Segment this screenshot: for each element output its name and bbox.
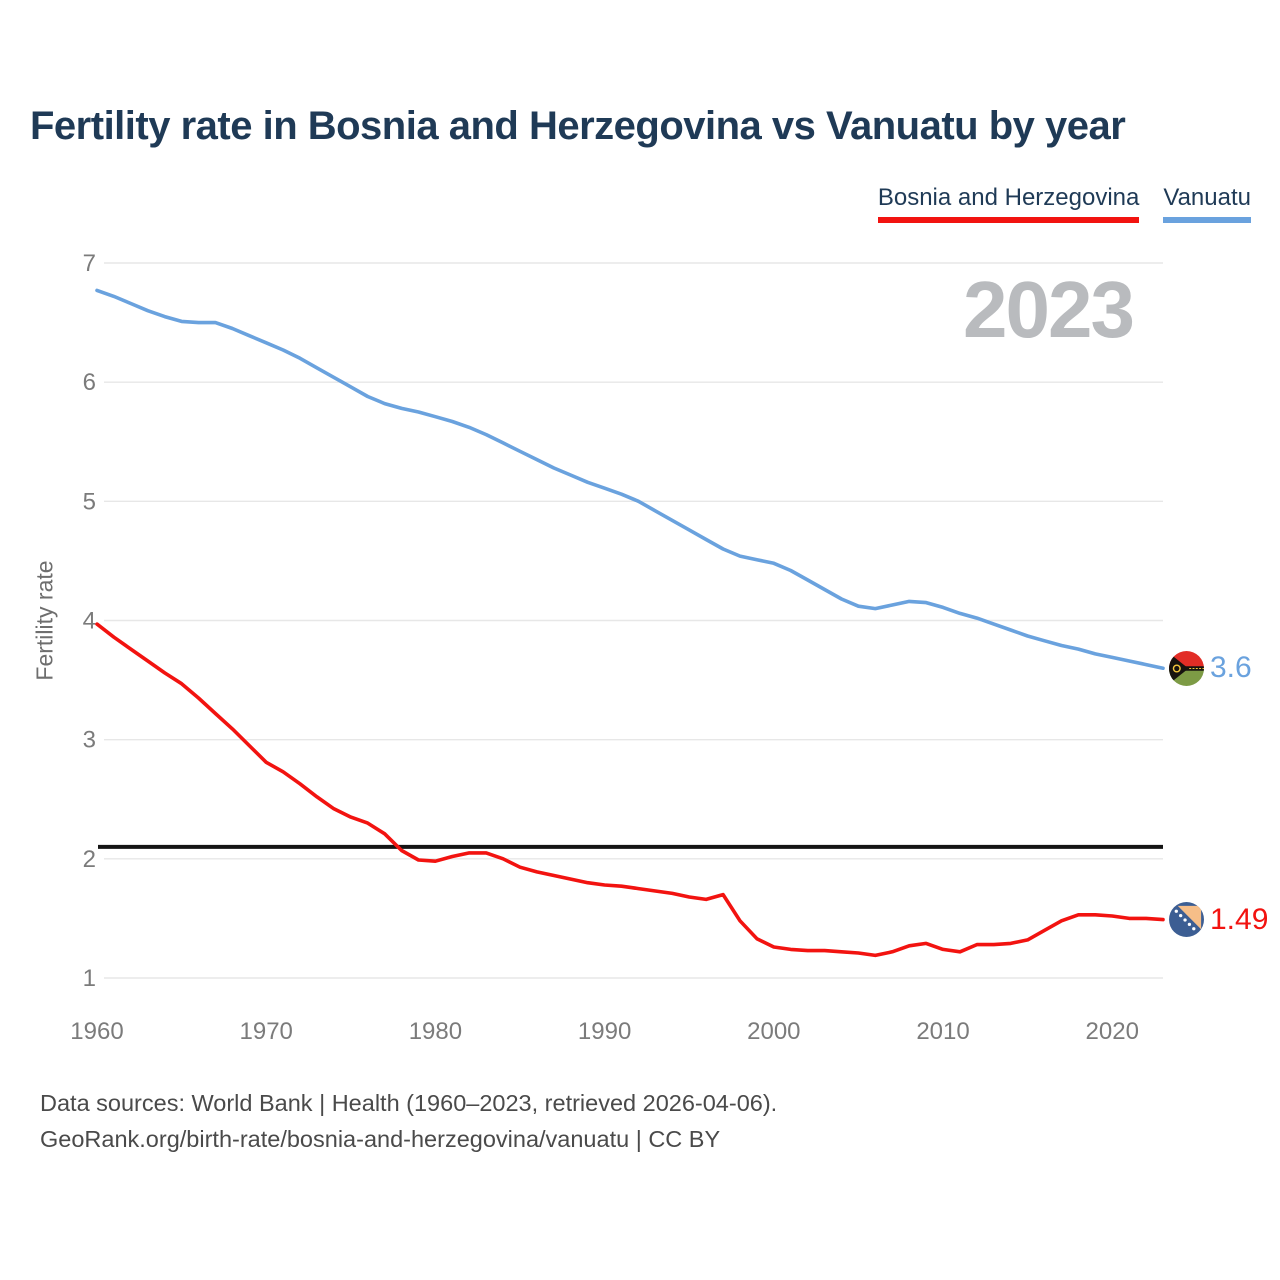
- y-tick-2: 2: [83, 846, 96, 873]
- series-line-vanuatu: [95, 288, 1165, 671]
- series-line-bosnia-and-herzegovina: [95, 622, 1165, 958]
- legend-label-bosnia: Bosnia and Herzegovina: [877, 184, 1140, 211]
- vanuatu-flag-icon: [1169, 650, 1204, 686]
- source-attribution: Data sources: World Bank | Health (1960–…: [40, 1085, 777, 1157]
- year-watermark: 2023: [963, 265, 1135, 354]
- bosnia-end-value-label: 1.49: [1210, 902, 1269, 936]
- y-tick-6: 6: [83, 369, 96, 396]
- y-tick-4: 4: [83, 608, 96, 635]
- y-tick-1: 1: [83, 965, 96, 992]
- y-tick-5: 5: [83, 488, 96, 515]
- x-tick-1960: 1960: [70, 1018, 123, 1045]
- x-tick-1990: 1990: [578, 1018, 631, 1045]
- x-tick-1980: 1980: [409, 1018, 462, 1045]
- georank-url-line: GeoRank.org/birth-rate/bosnia-and-herzeg…: [40, 1126, 721, 1152]
- bosnia-flag-icon: [1169, 902, 1204, 938]
- y-tick-3: 3: [83, 727, 96, 754]
- vanuatu-end-value-label: 3.6: [1210, 651, 1252, 685]
- legend-item-vanuatu[interactable]: Vanuatu: [1163, 184, 1251, 223]
- legend-label-vanuatu: Vanuatu: [1163, 184, 1251, 211]
- y-tick-7: 7: [83, 250, 96, 277]
- x-tick-2000: 2000: [747, 1018, 800, 1045]
- data-sources-line: Data sources: World Bank | Health (1960–…: [40, 1090, 778, 1116]
- legend: Bosnia and Herzegovina Vanuatu: [877, 184, 1251, 223]
- x-tick-2010: 2010: [916, 1018, 969, 1045]
- x-tick-2020: 2020: [1086, 1018, 1139, 1045]
- legend-item-bosnia[interactable]: Bosnia and Herzegovina: [877, 184, 1140, 223]
- x-tick-1970: 1970: [240, 1018, 293, 1045]
- page-title: Fertility rate in Bosnia and Herzegovina…: [30, 104, 1126, 148]
